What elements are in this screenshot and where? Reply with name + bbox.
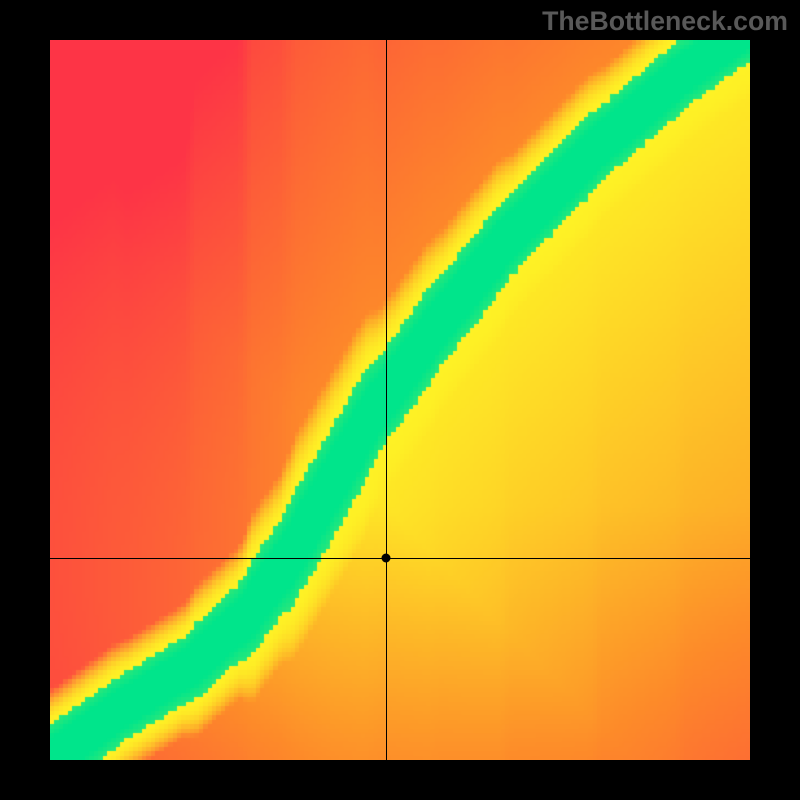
crosshair-vertical [386,40,387,760]
chart-frame: TheBottleneck.com [0,0,800,800]
crosshair-horizontal [50,558,750,559]
plot-area [50,40,750,760]
heatmap-canvas [50,40,750,760]
crosshair-marker [382,554,391,563]
attribution-label: TheBottleneck.com [542,6,788,37]
